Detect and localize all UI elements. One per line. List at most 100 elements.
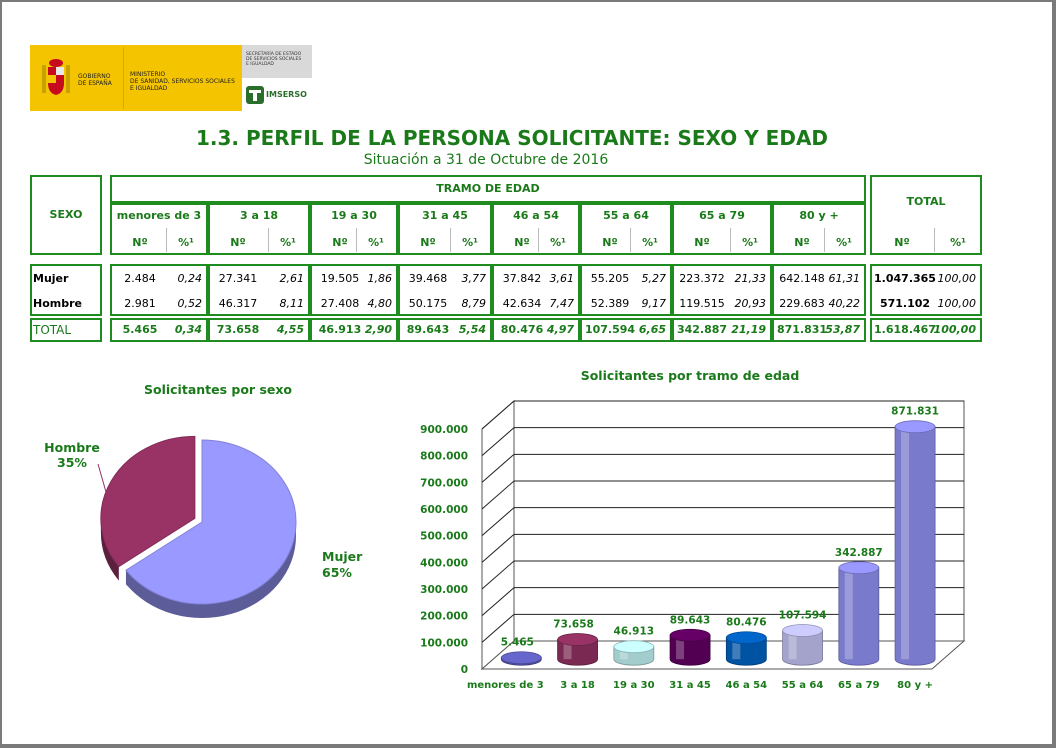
pie-slice-mujer <box>125 439 297 605</box>
bar-highlight <box>676 635 685 660</box>
bar-highlight <box>619 646 628 660</box>
cell-percent: 3,77 <box>461 272 487 285</box>
bar-value-label: 342.887 <box>835 547 883 559</box>
gridline <box>481 427 964 457</box>
bar-chart-title: Solicitantes por tramo de edad <box>580 368 800 383</box>
total-data-cell <box>580 318 672 342</box>
age-group-cell <box>580 203 672 255</box>
age-group-label: 65 a 79 <box>699 209 745 222</box>
ministerio-text: MINISTERIO DE SANIDAD, SERVICIOS SOCIALES… <box>130 71 235 92</box>
x-category-label: 19 a 30 <box>613 680 655 691</box>
bar-top <box>782 624 823 637</box>
bar-value-label: 107.594 <box>779 610 827 622</box>
age-group-cell <box>208 203 310 255</box>
bar-4 <box>669 628 711 666</box>
total-count: 46.913 <box>318 323 362 336</box>
x-category-label: 65 a 79 <box>838 680 880 691</box>
grand-total-percent: 100,00 <box>933 323 976 336</box>
row-total-percent: 100,00 <box>937 272 977 285</box>
row-total-count: 571.102 <box>879 297 931 310</box>
cell-percent: 40,22 <box>828 297 861 310</box>
gobierno-espana-logo: GOBIERNO DE ESPAÑA MINISTERIO DE SANIDAD, … <box>30 45 242 111</box>
total-percent: 6,65 <box>638 323 666 336</box>
total-header-cell <box>870 175 982 255</box>
data-cell <box>310 264 398 316</box>
bar-top <box>725 631 767 645</box>
total-percent: 2,90 <box>364 323 392 336</box>
bar-2 <box>557 633 598 666</box>
data-cell <box>672 264 772 316</box>
y-tick-label: 400.000 <box>420 557 468 569</box>
y-tick-label: 900.000 <box>420 424 468 436</box>
total-count: 80.476 <box>500 323 544 336</box>
pie-label-mujer: Mujer <box>322 549 363 564</box>
total-data-cell <box>772 318 866 342</box>
n-label: Nº <box>694 236 710 249</box>
cell-percent: 0,52 <box>177 297 203 310</box>
pie-slice-side <box>125 522 297 618</box>
y-tick-label: 800.000 <box>420 451 468 463</box>
x-category-label: 80 y + <box>897 680 933 691</box>
total-row-label: TOTAL <box>33 323 72 337</box>
age-group-cell <box>310 203 398 255</box>
cell-count: 2.484 <box>124 272 156 285</box>
cell-percent: 2,61 <box>279 272 305 285</box>
total-percent: 4,97 <box>546 323 574 336</box>
total-percent: 21,19 <box>731 323 766 336</box>
total-data-cell <box>492 318 580 342</box>
total-n-label: Nº <box>894 236 910 249</box>
gridline <box>481 453 964 483</box>
grand-total-count: 1.618.467 <box>874 323 936 336</box>
cell-count: 52.389 <box>590 297 630 310</box>
column-divider <box>934 228 935 252</box>
cell-count: 50.175 <box>408 297 448 310</box>
pct-label: %¹ <box>178 236 194 249</box>
cell-count: 27.341 <box>218 272 258 285</box>
bar-body <box>782 630 823 666</box>
imserso-label: IMSERSO <box>266 90 307 99</box>
bar-1 <box>500 651 542 666</box>
gridline <box>481 400 964 430</box>
bar-top <box>669 628 711 642</box>
bar-highlight <box>844 567 853 660</box>
column-divider <box>356 228 357 252</box>
bar-top <box>894 420 936 434</box>
bar-body <box>894 426 936 666</box>
sexo-header-cell <box>30 175 102 255</box>
age-group-label: menores de 3 <box>116 209 202 222</box>
total-percent: 5,54 <box>458 323 486 336</box>
bar-highlight <box>901 426 910 660</box>
chart-floor <box>480 640 966 670</box>
age-group-label: 19 a 30 <box>331 209 377 222</box>
spanish-coat-of-arms-icon <box>42 59 70 95</box>
column-divider <box>268 228 269 252</box>
sexo-header: SEXO <box>49 208 83 221</box>
row-label: Hombre <box>33 297 82 310</box>
pct-label: %¹ <box>642 236 658 249</box>
gobierno-text: GOBIERNO DE ESPAÑA <box>78 73 112 87</box>
pie-slice-hombre <box>100 435 196 568</box>
age-group-cell <box>398 203 492 255</box>
total-count: 89.643 <box>406 323 450 336</box>
bar-value-label: 80.476 <box>726 617 767 629</box>
imserso-icon <box>246 86 264 104</box>
total-pct-label: %¹ <box>950 236 966 249</box>
total-data-cell <box>398 318 492 342</box>
gridline <box>481 587 964 617</box>
cell-count: 223.372 <box>679 272 725 285</box>
x-category-label: 31 a 45 <box>669 680 711 691</box>
total-count: 342.887 <box>676 323 728 336</box>
y-tick-label: 200.000 <box>420 611 468 623</box>
cell-percent: 8,11 <box>279 297 305 310</box>
age-group-label: 31 a 45 <box>422 209 468 222</box>
bar-3 <box>613 640 655 666</box>
age-group-label: 46 a 54 <box>513 209 559 222</box>
cell-percent: 9,17 <box>641 297 667 310</box>
age-group-label: 80 y + <box>799 209 839 222</box>
data-cell <box>208 264 310 316</box>
cell-percent: 20,93 <box>734 297 767 310</box>
cell-count: 2.981 <box>124 297 156 310</box>
n-label: Nº <box>794 236 810 249</box>
total-percent: 0,34 <box>174 323 202 336</box>
bar-chart: 0 100.000 200.000 300.000 400.000 500.000 600.… <box>420 399 966 691</box>
